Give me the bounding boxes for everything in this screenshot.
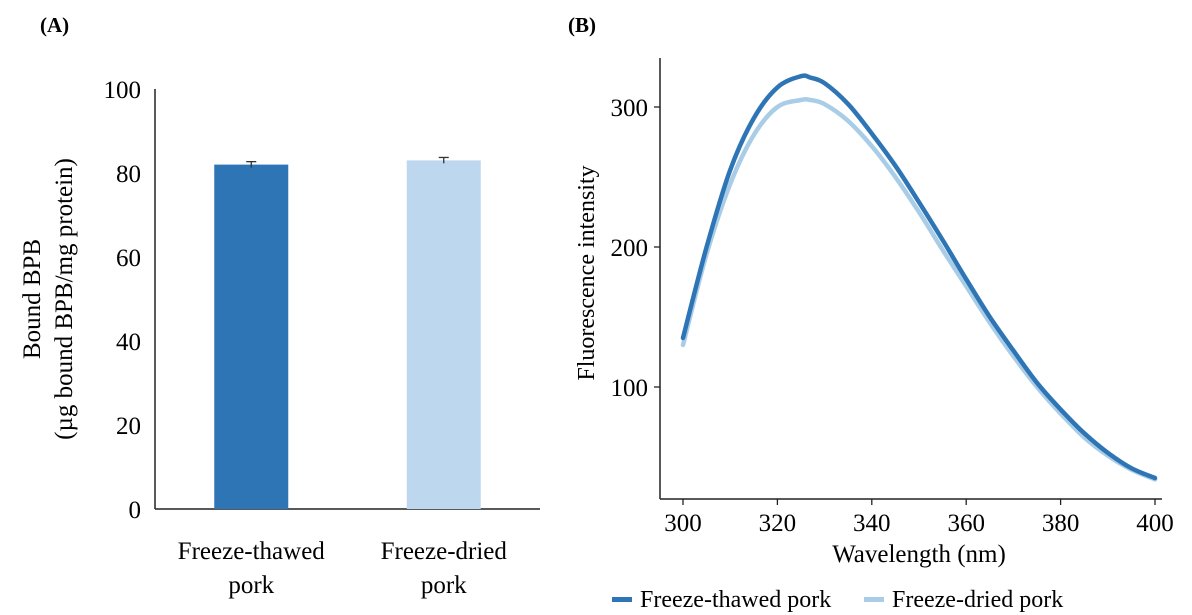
series-line — [680, 73, 1158, 481]
bar-chart: 0 20 40 60 80 100 Freeze-thawed pork Freeze-dri… — [19, 77, 540, 599]
bar-y-axis-title-line1: Bound BPB — [19, 239, 46, 359]
legend-label: Freeze-dried pork — [892, 587, 1063, 613]
line-chart: 300 320 340 360 380 400 100 200 300 Wavelength (… — [574, 58, 1174, 613]
legend-swatch — [612, 597, 632, 602]
line-y-tick-label: 100 — [611, 375, 649, 402]
bar-category-label: Freeze-thawed — [178, 538, 326, 565]
legend-swatch — [864, 597, 884, 602]
line-y-tick-label: 300 — [611, 95, 649, 122]
line-y-tick-label: 200 — [611, 235, 649, 262]
bar-y-tick-label: 40 — [116, 329, 141, 356]
bar-y-axis-title-line2: (µg bound BPB/mg protein) — [51, 158, 78, 440]
line-x-tick-label: 360 — [947, 510, 985, 537]
legend-label: Freeze-thawed pork — [640, 587, 831, 613]
bar-category-label: Freeze-dried — [381, 538, 508, 565]
bar-category-label: pork — [421, 572, 467, 599]
panel-a-label: (A) — [40, 13, 69, 37]
bar-y-tick-label: 60 — [116, 245, 141, 272]
line-x-axis-title: Wavelength (nm) — [832, 541, 1006, 568]
line-x-tick-label: 300 — [664, 510, 702, 537]
line-y-axis-title: Fluorescence intensity — [574, 165, 600, 380]
bar-y-tick-label: 0 — [129, 497, 142, 524]
line-x-tick-label: 320 — [759, 510, 797, 537]
line-x-tick-label: 380 — [1042, 510, 1080, 537]
bar-y-tick-label: 100 — [104, 77, 142, 104]
series-line — [680, 97, 1158, 482]
bar-category-label: pork — [228, 572, 274, 599]
bar — [214, 164, 289, 509]
line-x-tick-label: 340 — [853, 510, 891, 537]
bar-y-tick-label: 80 — [116, 161, 141, 188]
bar-y-tick-label: 20 — [116, 413, 141, 440]
line-x-tick-label: 400 — [1136, 510, 1174, 537]
bar — [406, 160, 481, 509]
panel-b-label: (B) — [568, 13, 596, 37]
